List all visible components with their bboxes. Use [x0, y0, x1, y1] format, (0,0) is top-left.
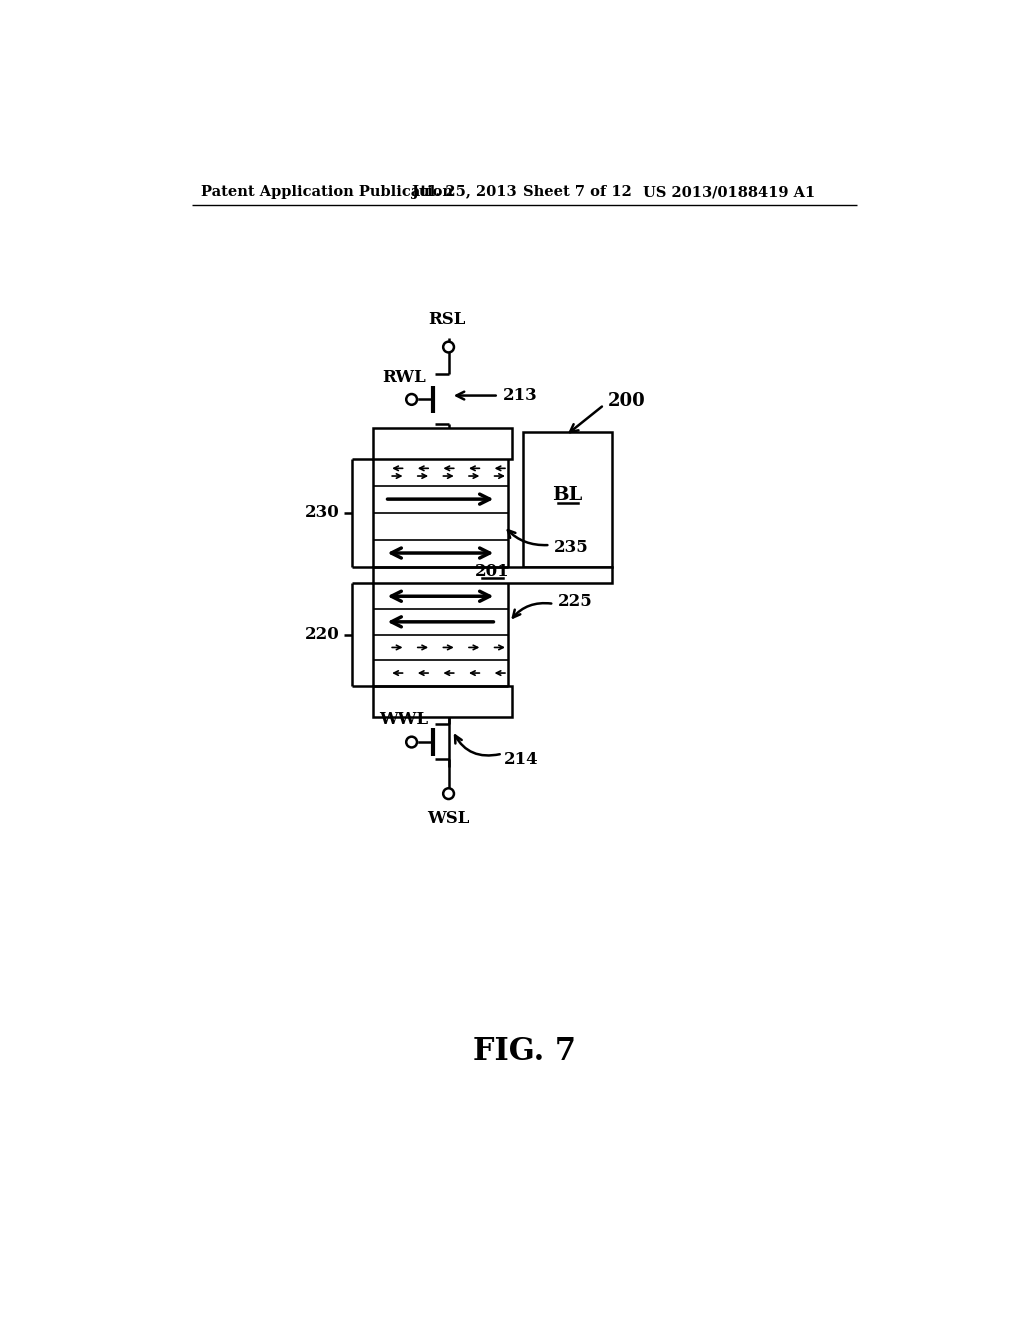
- Text: Sheet 7 of 12: Sheet 7 of 12: [523, 185, 632, 199]
- Text: 201: 201: [475, 564, 510, 581]
- Text: 230: 230: [305, 504, 340, 521]
- Text: WWL: WWL: [379, 711, 428, 729]
- Text: RWL: RWL: [382, 368, 426, 385]
- Text: RSL: RSL: [428, 310, 466, 327]
- Text: US 2013/0188419 A1: US 2013/0188419 A1: [643, 185, 815, 199]
- Text: Jul. 25, 2013: Jul. 25, 2013: [412, 185, 516, 199]
- Text: 214: 214: [504, 751, 539, 767]
- Text: 225: 225: [558, 593, 593, 610]
- Text: WSL: WSL: [427, 810, 470, 826]
- Text: FIG. 7: FIG. 7: [473, 1036, 577, 1067]
- Bar: [373, 428, 512, 459]
- Text: 200: 200: [608, 392, 646, 411]
- Bar: [373, 566, 611, 583]
- Bar: [523, 432, 611, 566]
- Text: Patent Application Publication: Patent Application Publication: [202, 185, 454, 199]
- Text: BL: BL: [552, 486, 583, 504]
- Bar: [373, 686, 512, 717]
- Text: 220: 220: [305, 626, 340, 643]
- Text: 235: 235: [554, 539, 589, 556]
- Text: 213: 213: [503, 387, 538, 404]
